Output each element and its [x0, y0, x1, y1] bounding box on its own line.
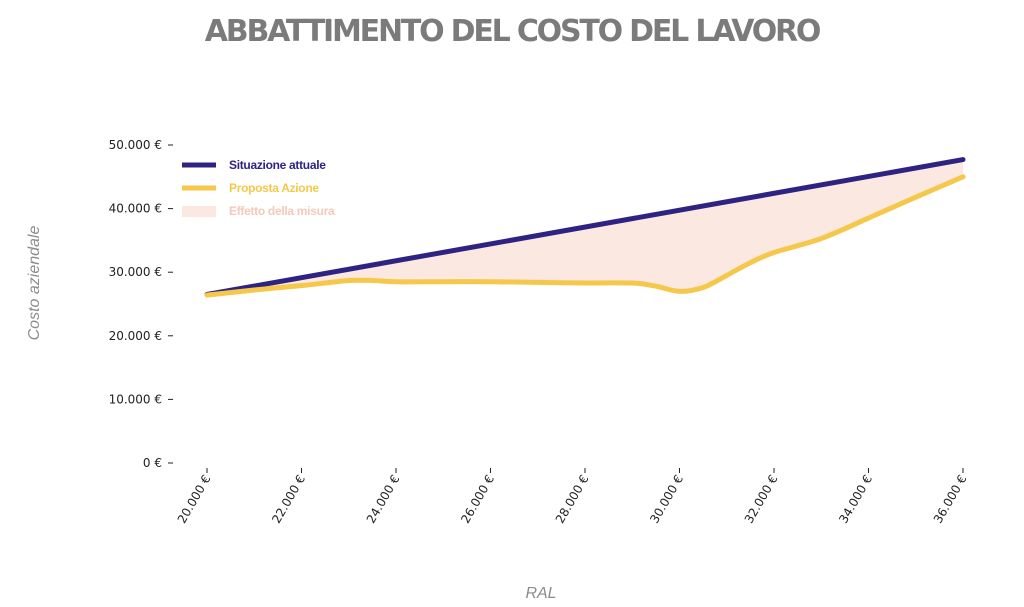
y-tick-label-10-000: 10.000 €: [109, 392, 162, 406]
y-axis: 0 € 10.000 € 20.000 € 30.000 € 40.000 € 50.00…: [109, 138, 173, 470]
legend-item-proposta-azione-label: Proposta Azione: [229, 181, 319, 195]
legend-item-effetto-della-misura-label: Effetto della misura: [229, 204, 335, 218]
y-axis-title: Costo aziendale: [26, 226, 43, 341]
x-tick-label-34-000: 34.000 €: [836, 473, 875, 526]
y-tick-label-50-000: 50.000 €: [109, 138, 162, 152]
x-tick-label-28-000: 28.000 €: [553, 473, 592, 526]
line-situazione-attuale: [204, 157, 966, 297]
y-tick-label-20-000: 20.000 €: [109, 329, 162, 343]
x-tick-label-20-000: 20.000 €: [175, 473, 214, 526]
x-tick-label-32-000: 32.000 €: [742, 473, 781, 526]
legend-item-proposta-azione: Proposta Azione: [182, 181, 320, 195]
legend-item-situazione-attuale: Situazione attuale: [182, 158, 327, 172]
x-tick-label-24-000: 24.000 €: [364, 473, 403, 526]
chart-title: ABBATTIMENTO DEL COSTO DEL LAVORO: [204, 14, 822, 49]
legend-item-effetto-della-misura: Effetto della misura: [182, 204, 335, 218]
x-tick-label-22-000: 22.000 €: [269, 473, 308, 526]
y-tick-label-0: 0 €: [143, 456, 162, 470]
x-tick-label-26-000: 26.000 €: [458, 473, 497, 526]
x-axis: 20.000 € 22.000 € 24.000 € 26.000 € 28.000 €…: [175, 468, 970, 526]
x-axis-title: RAL: [525, 585, 556, 602]
line-proposta-azione: [204, 174, 966, 298]
y-tick-label-40-000: 40.000 €: [109, 202, 162, 216]
x-tick-label-36-000: 36.000 €: [931, 473, 970, 526]
x-tick-label-30-000: 30.000 €: [647, 473, 686, 526]
legend-item-effetto-della-misura-swatch: [182, 206, 216, 217]
legend-item-situazione-attuale-label: Situazione attuale: [229, 158, 326, 172]
y-tick-label-30-000: 30.000 €: [109, 265, 162, 279]
legend: Situazione attuale Proposta Azione Effetto…: [182, 158, 335, 218]
